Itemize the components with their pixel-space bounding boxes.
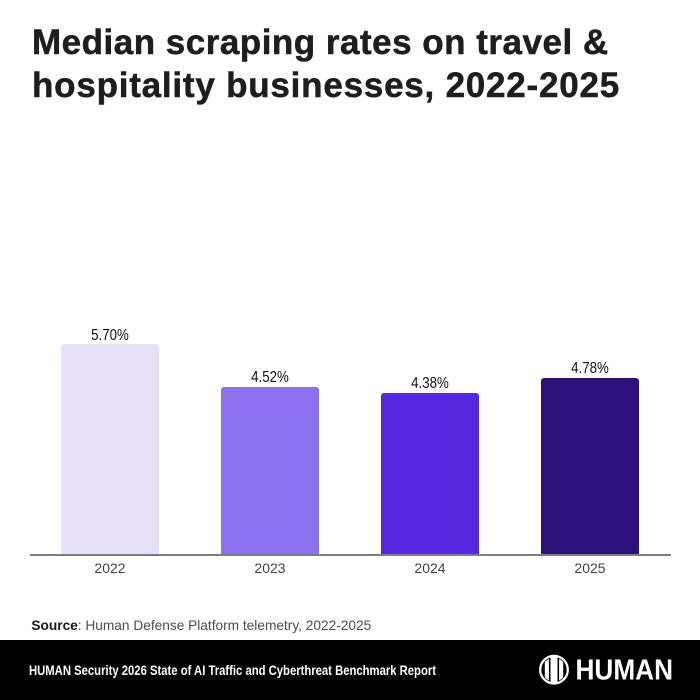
svg-text:HUMAN: HUMAN xyxy=(576,654,674,686)
